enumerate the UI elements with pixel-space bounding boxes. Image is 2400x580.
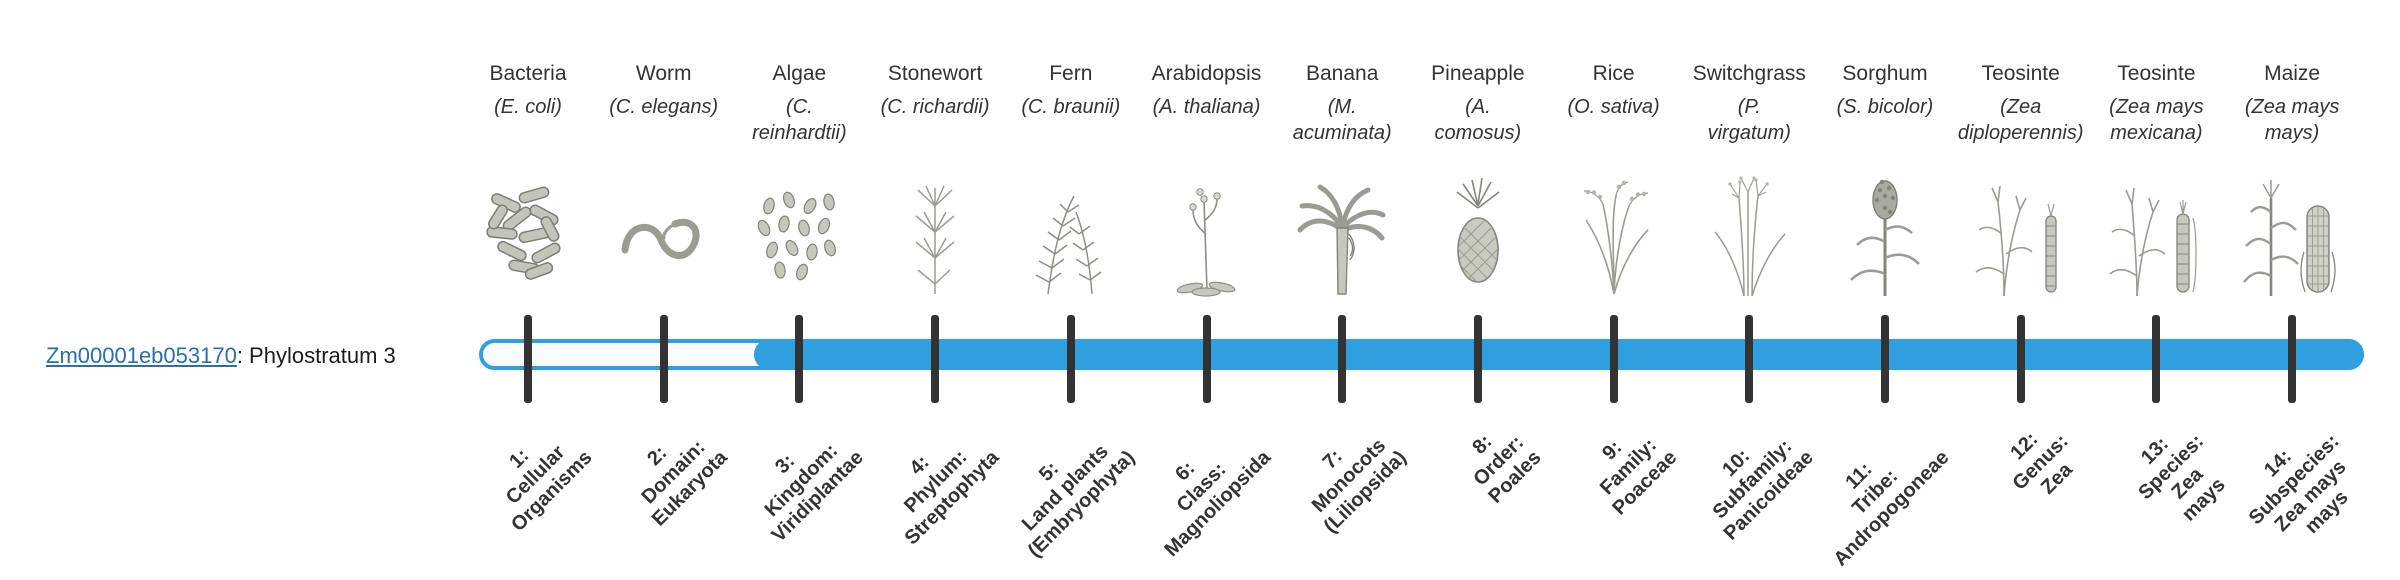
- phylostratum-tick: [931, 315, 940, 403]
- taxon-common-name: Rice: [1592, 62, 1635, 85]
- bacteria-icon: [473, 170, 583, 304]
- phylostratum-tick: [1881, 315, 1889, 403]
- rice-icon: [1559, 170, 1669, 304]
- taxon-scientific-name: (A. thaliana): [1152, 96, 1261, 118]
- taxon-scientific-name: (C. reinhardtii): [752, 96, 847, 144]
- taxon-column: Rice (O. sativa) 9: Family: Poaceae: [1534, 0, 1694, 580]
- taxon-scientific-name: (C. richardii): [880, 96, 990, 118]
- taxon-column: Fern (C. braunii) 5: Land plants (Embryo…: [991, 0, 1151, 580]
- taxon-scientific-name: (C. elegans): [609, 96, 719, 118]
- taxon-common-name: Banana: [1305, 62, 1379, 85]
- taxon-common-name: Worm: [635, 62, 692, 85]
- fern-icon: [1016, 170, 1126, 304]
- arabidopsis-icon: [1152, 170, 1262, 304]
- stratum-label: 1: Cellular Organisms: [501, 441, 597, 536]
- taxon-common-name: Fern: [1049, 62, 1093, 85]
- stratum-label: 8: Order: Poales: [1468, 430, 1546, 508]
- taxon-column: Bacteria (E. coli) 1: Cellular Organisms: [448, 0, 608, 580]
- taxon-common-name: Algae: [772, 62, 827, 85]
- taxon-scientific-name: (Zea diploperennis): [1957, 96, 2084, 144]
- taxon-scientific-name: (P. virgatum): [1707, 96, 1791, 144]
- worm-icon: [609, 170, 719, 304]
- stratum-label: 3: Kingdom: Viridiplantae: [760, 439, 868, 547]
- banana-icon: [1287, 170, 1397, 304]
- taxon-scientific-name: (C. braunii): [1021, 96, 1121, 118]
- taxon-column: Sorghum (S. bicolor) 11: Tribe: Andropog…: [1805, 0, 1965, 580]
- taxon-common-name: Arabidopsis: [1151, 62, 1262, 85]
- phylostratum-fill-bar: [754, 339, 2364, 370]
- stratum-label: 10: Subfamily: Panicoideae: [1708, 435, 1818, 545]
- gene-assignment-text: : Phylostratum 3: [236, 343, 396, 368]
- gene-label: Zm00001eb053170: Phylostratum 3: [46, 343, 396, 369]
- stratum-label: 9: Family: Poaceae: [1596, 434, 1682, 520]
- taxon-scientific-name: (E. coli): [494, 96, 562, 118]
- stratum-label: 4: Phylum: Streptophyta: [899, 445, 1004, 550]
- stratum-label: 12: Genus: Zea: [2006, 428, 2077, 499]
- taxon-common-name: Sorghum: [1842, 62, 1928, 85]
- taxon-column: Teosinte (Zea mays mexicana) 13: Species…: [2076, 0, 2236, 580]
- taxon-scientific-name: (M. acuminata): [1292, 96, 1392, 144]
- phylostratum-tick: [2152, 315, 2161, 403]
- taxon-common-name: Stonewort: [887, 62, 983, 85]
- taxon-common-name: Pineapple: [1431, 62, 1525, 85]
- taxon-column: Stonewort (C. richardii) 4: Phylum: Stre…: [855, 0, 1015, 580]
- taxon-column: Banana (M. acuminata) 7: Monocots (Lilio…: [1262, 0, 1422, 580]
- switchgrass-icon: [1694, 170, 1804, 304]
- taxon-common-name: Teosinte: [1981, 62, 2060, 85]
- phylostratum-tick: [1745, 315, 1754, 403]
- taxon-scientific-name: (S. bicolor): [1836, 96, 1934, 118]
- stratum-label: 5: Land plants (Embryophyta): [1017, 440, 1139, 562]
- phylostratum-tick: [1338, 315, 1347, 403]
- taxon-scientific-name: (Zea mays mays): [2244, 96, 2340, 144]
- stratum-label: 11: Tribe: Andropogoneae: [1829, 446, 1954, 571]
- algae-icon: [744, 170, 854, 304]
- phylostratum-tick: [659, 315, 668, 403]
- phylostratum-tick: [2016, 315, 2025, 403]
- phylostratum-tick: [1473, 315, 1482, 403]
- taxon-column: Worm (C. elegans) 2: Domain: Eukaryota: [584, 0, 744, 580]
- taxon-scientific-name: (Zea mays mexicana): [2109, 96, 2204, 144]
- taxon-common-name: Maize: [2264, 62, 2321, 85]
- taxon-column: Arabidopsis (A. thaliana) 6: Class: Magn…: [1127, 0, 1287, 580]
- pineapple-icon: [1423, 170, 1533, 304]
- taxon-column: Pineapple (A. comosus) 8: Order: Poales: [1398, 0, 1558, 580]
- taxon-common-name: Switchgrass: [1692, 62, 1806, 85]
- phylostratum-tick: [795, 315, 804, 403]
- taxon-scientific-name: (A. comosus): [1434, 96, 1522, 144]
- sorghum-icon: [1830, 170, 1940, 304]
- phylostratum-tick: [524, 315, 532, 403]
- gene-link[interactable]: Zm00001eb053170: [46, 343, 237, 368]
- maize-icon: [2237, 170, 2347, 304]
- phylostratum-tick: [2288, 315, 2297, 403]
- taxon-common-name: Teosinte: [2117, 62, 2196, 85]
- stratum-label: 2: Domain: Eukaryota: [637, 436, 732, 531]
- taxon-column: Teosinte (Zea diploperennis) 12: Genus: …: [1941, 0, 2101, 580]
- taxon-column: Switchgrass (P. virgatum) 10: Subfamily:…: [1669, 0, 1829, 580]
- taxon-column: Maize (Zea mays mays) 14: Subspecies: Ze…: [2212, 0, 2372, 580]
- taxon-column: Algae (C. reinhardtii) 3: Kingdom: Virid…: [719, 0, 879, 580]
- stratum-label: 14: Subspecies: Zea mays mays: [2245, 430, 2353, 539]
- phylostratum-tick: [1609, 315, 1618, 403]
- phylostratum-tick: [1066, 315, 1075, 403]
- teosinte-diplo-icon: [1966, 170, 2076, 304]
- stonewort-icon: [880, 170, 990, 304]
- stratum-label: 6: Class: Magnoliopsida: [1160, 446, 1275, 562]
- taxon-scientific-name: (O. sativa): [1567, 96, 1660, 118]
- teosinte-mex-icon: [2101, 170, 2211, 304]
- taxon-common-name: Bacteria: [489, 62, 567, 85]
- phylostratum-tick: [1202, 315, 1211, 403]
- stratum-label: 7: Monocots (Liliopsida): [1307, 434, 1411, 538]
